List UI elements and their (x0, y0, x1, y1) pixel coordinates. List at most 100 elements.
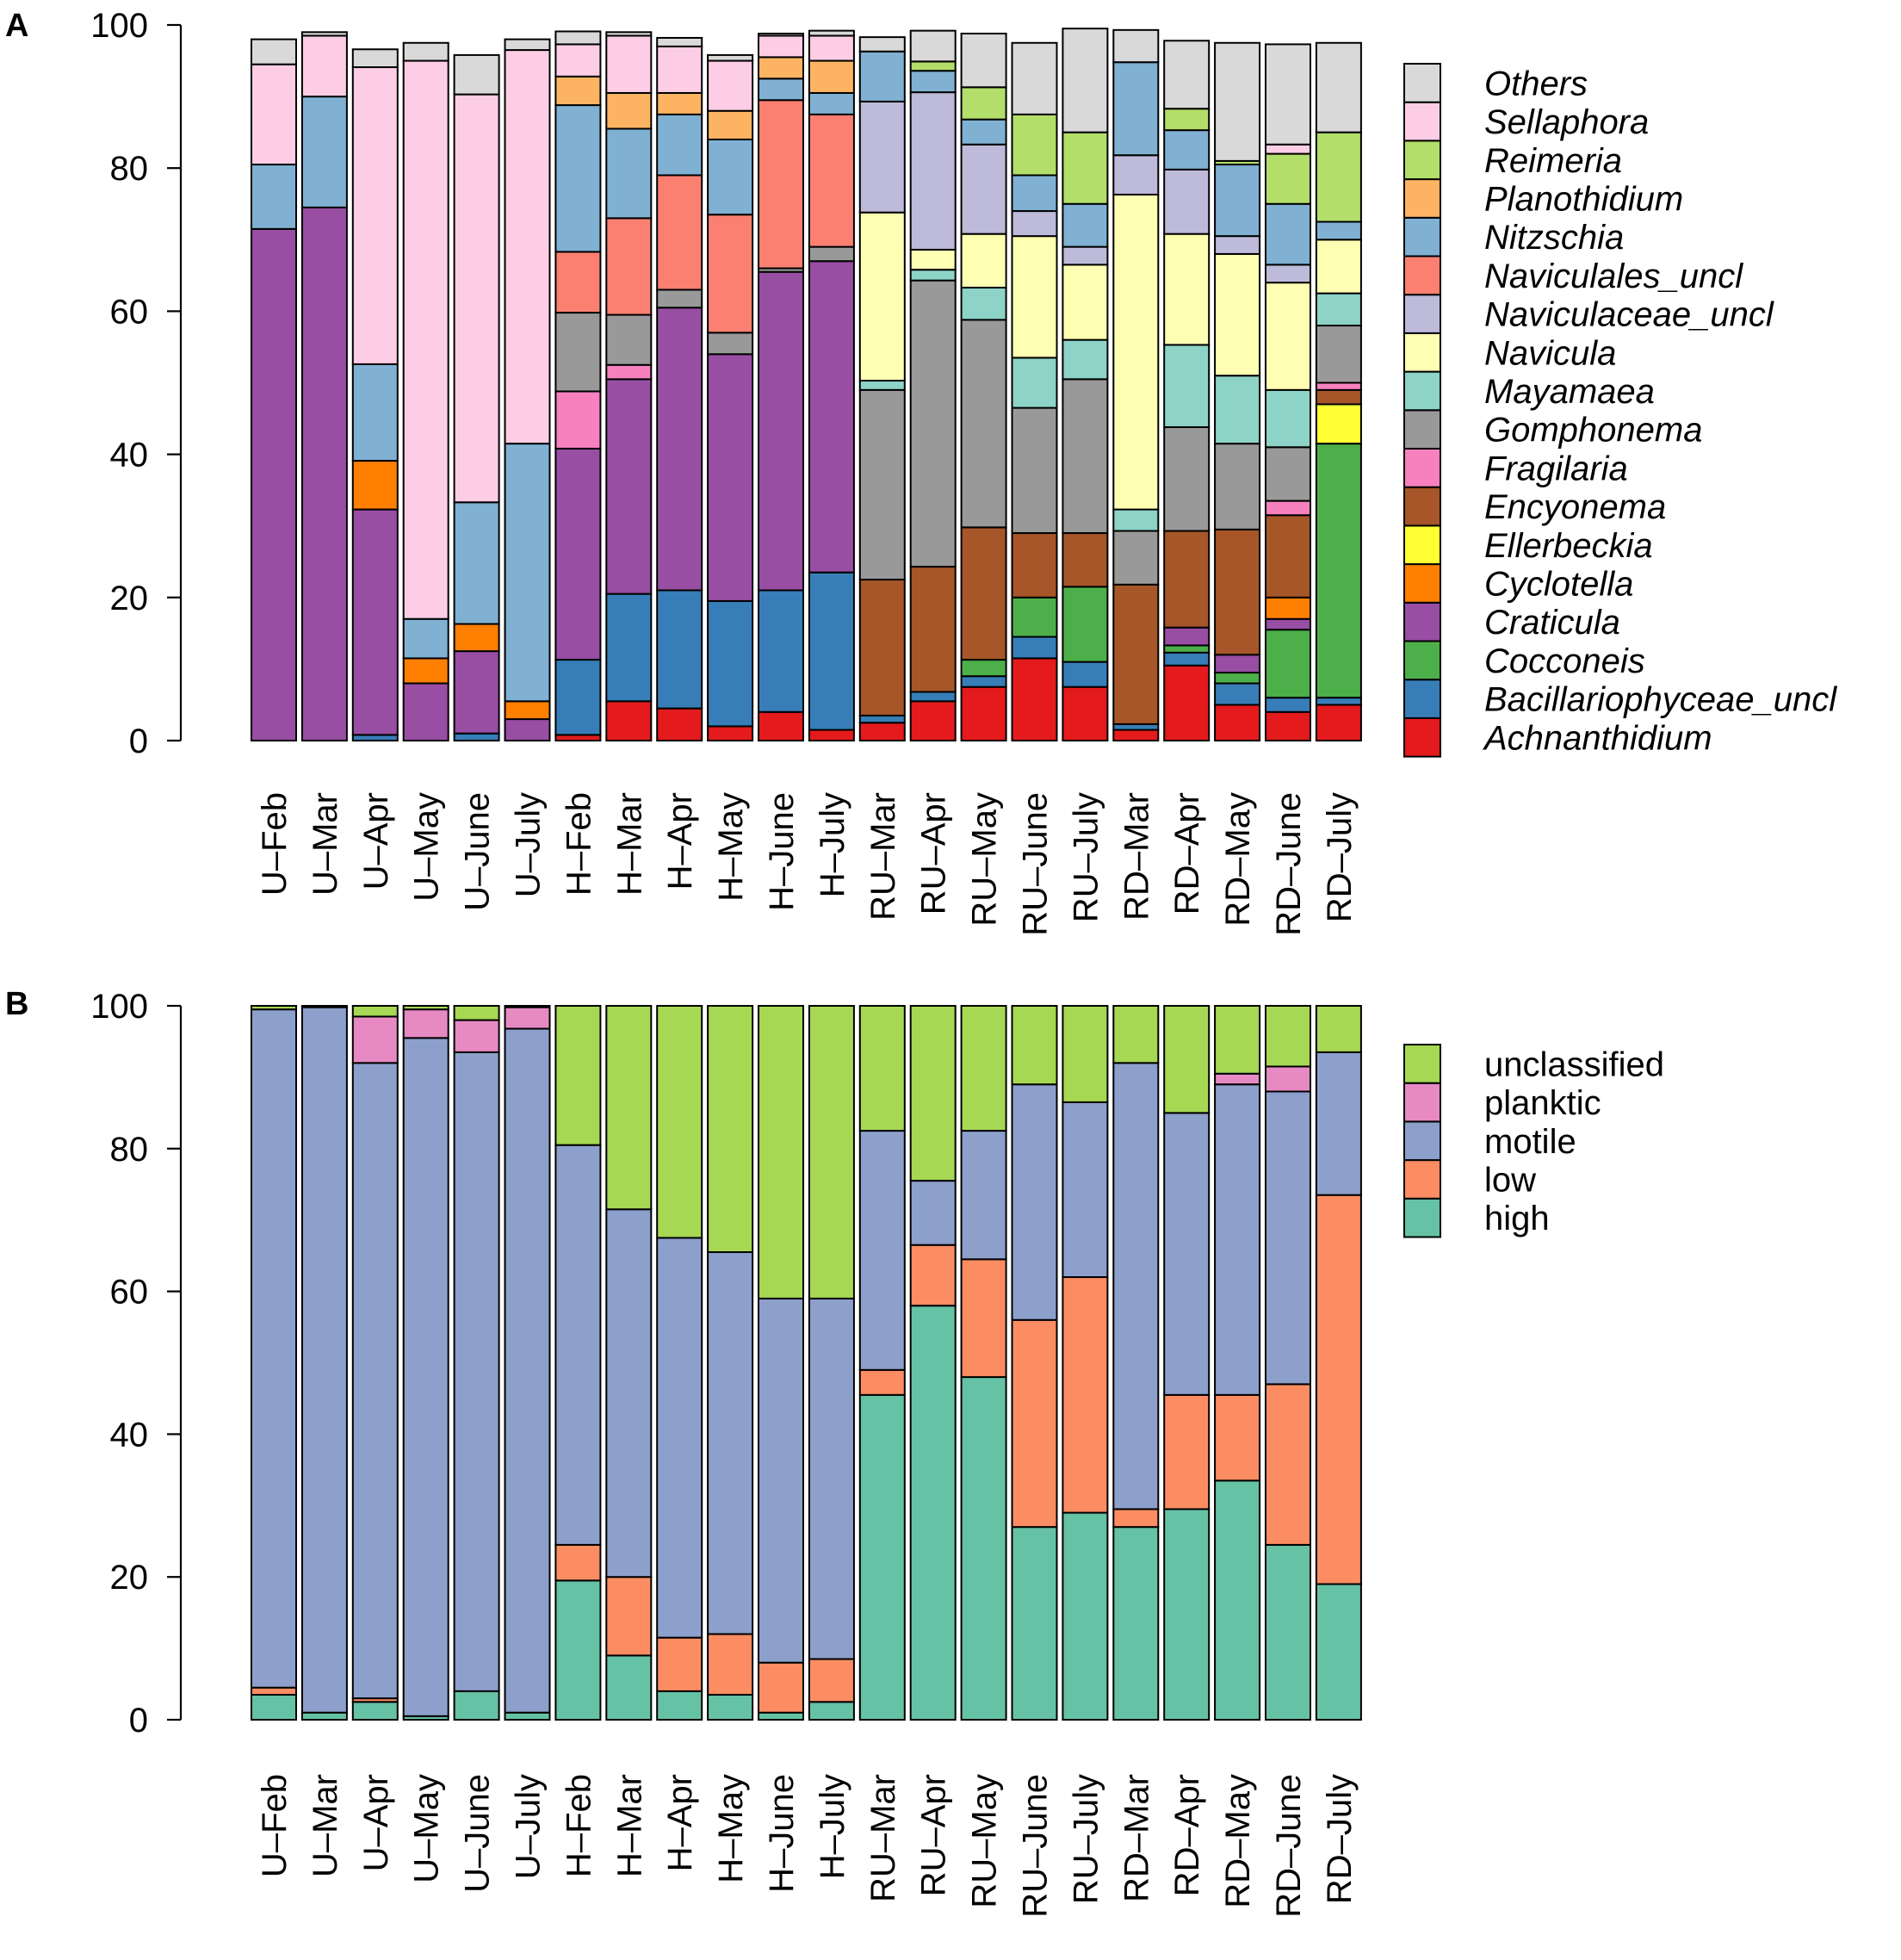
bar-segment-high-rd-mar (1112, 1526, 1160, 1721)
bar-segment-others-h-may (707, 53, 754, 62)
bar-segment-planothidium-h-feb (554, 75, 602, 107)
bar-segment-mayamaea-ru-july (1062, 338, 1109, 381)
panel-b-x-tick-label: RU–Apr (915, 1774, 953, 1896)
bar-segment-planktic-u-may (402, 1008, 449, 1039)
bar-segment-mayamaea-ru-mar (858, 380, 906, 391)
bar-segment-fragilaria-h-feb (554, 390, 602, 450)
bar-segment-reimeria-rd-july (1315, 131, 1362, 223)
panel-a-bar-h-feb (554, 30, 602, 741)
bar-segment-unclassified-h-may (707, 1005, 754, 1254)
bar-segment-unclassified-rd-mar (1112, 1005, 1160, 1064)
bar-segment-low-ru-apr (909, 1244, 957, 1307)
bar-segment-high-h-july (808, 1701, 855, 1721)
bar-segment-low-h-july (808, 1658, 855, 1703)
bar-segment-navicula-rd-mar (1112, 193, 1160, 511)
panel-b-bar-u-feb (251, 1005, 297, 1721)
bar-segment-mayamaea-rd-apr (1163, 344, 1211, 429)
panel-b-x-tick-label: RD–June (1270, 1774, 1308, 1918)
bar-segment-others-h-july (808, 29, 855, 37)
bar-segment-achnanthidium-h-may (707, 725, 754, 742)
bar-segment-motile-rd-july (1315, 1051, 1362, 1196)
bar-segment-bacillariophyceae-uncl-h-june (758, 589, 804, 713)
bar-segment-achnanthidium-ru-mar (858, 722, 906, 741)
bar-segment-gomphonema-rd-july (1315, 325, 1362, 384)
bar-segment-naviculales-uncl-h-feb (554, 251, 602, 314)
bar-segment-others-h-apr (656, 36, 703, 47)
panel-a-x-tick-label: RD–Mar (1118, 792, 1155, 921)
legend-swatch-bacillariophyceae-uncl (1403, 679, 1441, 719)
panel-a-x-tick-label: H–Feb (560, 792, 598, 896)
bar-segment-bacillariophyceae-uncl-ru-apr (909, 691, 957, 703)
bar-segment-planktic-u-july (504, 1006, 551, 1030)
bar-segment-others-u-may (402, 41, 449, 62)
bar-segment-low-h-apr (656, 1636, 703, 1692)
bar-segment-planothidium-h-june (758, 56, 804, 80)
bar-segment-cocconeis-rd-july (1315, 443, 1362, 699)
bar-segment-bacillariophyceae-uncl-rd-apr (1163, 651, 1211, 667)
panel-a-bar-u-apr (351, 48, 399, 741)
bar-segment-achnanthidium-h-apr (656, 707, 703, 741)
bar-segment-bacillariophyceae-uncl-h-mar (605, 592, 653, 703)
bar-segment-sellaphora-u-mar (300, 34, 348, 98)
panel-a-bar-h-apr (656, 36, 703, 741)
bar-segment-nitzschia-ru-may (960, 118, 1007, 146)
panel-a-bar-u-july (504, 38, 551, 742)
bar-segment-others-u-july (504, 38, 551, 52)
bar-segment-motile-u-july (504, 1027, 551, 1714)
bar-segment-craticula-u-june (453, 650, 500, 735)
bar-segment-high-rd-apr (1163, 1508, 1211, 1721)
panel-b-x-tick-label: U–June (459, 1774, 497, 1893)
bar-segment-gomphonema-h-july (808, 245, 855, 263)
bar-segment-achnanthidium-h-mar (605, 700, 653, 741)
panel-a-bar-u-june (453, 53, 500, 742)
bar-segment-navicula-ru-apr (909, 248, 957, 271)
panel-b-x-tick-label: H–Apr (661, 1774, 699, 1871)
bar-segment-motile-rd-may (1214, 1083, 1261, 1396)
bar-segment-gomphonema-ru-apr (909, 279, 957, 568)
legend-swatch-ellerbeckia (1403, 524, 1441, 566)
bar-segment-navicula-rd-july (1315, 239, 1362, 295)
bar-segment-craticula-rd-june (1265, 617, 1311, 631)
legend-label-low: low (1484, 1161, 1536, 1199)
bar-segment-craticula-u-mar (300, 206, 348, 741)
bar-segment-cyclotella-u-may (402, 657, 449, 685)
bar-segment-nitzschia-u-mar (300, 96, 348, 208)
bar-segment-gomphonema-rd-apr (1163, 426, 1211, 532)
legend-swatch-naviculales-uncl (1403, 255, 1441, 296)
panel-b-x-tick-label: U–Mar (307, 1774, 344, 1877)
legend-label-nitzschia: Nitzschia (1484, 219, 1624, 257)
bar-segment-bacillariophyceae-uncl-u-june (453, 732, 500, 742)
legend-swatch-fragilaria (1403, 448, 1441, 488)
legend-swatch-achnanthidium (1403, 716, 1441, 758)
bar-segment-nitzschia-h-apr (656, 113, 703, 177)
legend-label-others: Others (1484, 65, 1588, 102)
bar-segment-others-ru-apr (909, 29, 957, 63)
bar-segment-motile-ru-may (960, 1130, 1007, 1261)
bar-segment-mayamaea-rd-june (1265, 388, 1311, 449)
panel-a-x-tick-label: U–June (459, 792, 497, 911)
bar-segment-nitzschia-ru-july (1062, 202, 1109, 248)
panel-b-y-tick-label: 80 (110, 1131, 149, 1169)
bar-segment-low-rd-apr (1163, 1393, 1211, 1510)
bar-segment-mayamaea-ru-may (960, 286, 1007, 321)
bar-segment-craticula-u-feb (251, 227, 297, 741)
bar-segment-sellaphora-u-apr (351, 66, 399, 365)
bar-segment-craticula-h-apr (656, 307, 703, 592)
bar-segment-nitzschia-h-june (758, 78, 804, 102)
bar-segment-bacillariophyceae-uncl-rd-june (1265, 697, 1311, 713)
bar-segment-others-rd-may (1214, 41, 1261, 162)
bar-segment-naviculaceae-uncl-rd-may (1214, 235, 1261, 255)
bar-segment-encyonema-ru-mar (858, 579, 906, 716)
bar-segment-achnanthidium-ru-apr (909, 700, 957, 741)
bar-segment-craticula-u-july (504, 718, 551, 742)
panel-b-x-tick-label: RD–Mar (1118, 1774, 1155, 1902)
bar-segment-low-rd-june (1265, 1383, 1311, 1546)
bar-segment-bacillariophyceae-uncl-h-july (808, 571, 855, 731)
bar-segment-unclassified-h-mar (605, 1005, 653, 1211)
bar-segment-naviculaceae-uncl-rd-june (1265, 264, 1311, 284)
bar-segment-bacillariophyceae-uncl-ru-july (1062, 661, 1109, 688)
bar-segment-high-rd-may (1214, 1479, 1261, 1721)
legend-label-motile: motile (1484, 1123, 1576, 1161)
bar-segment-nitzschia-rd-june (1265, 202, 1311, 266)
bar-segment-low-ru-june (1011, 1318, 1058, 1529)
